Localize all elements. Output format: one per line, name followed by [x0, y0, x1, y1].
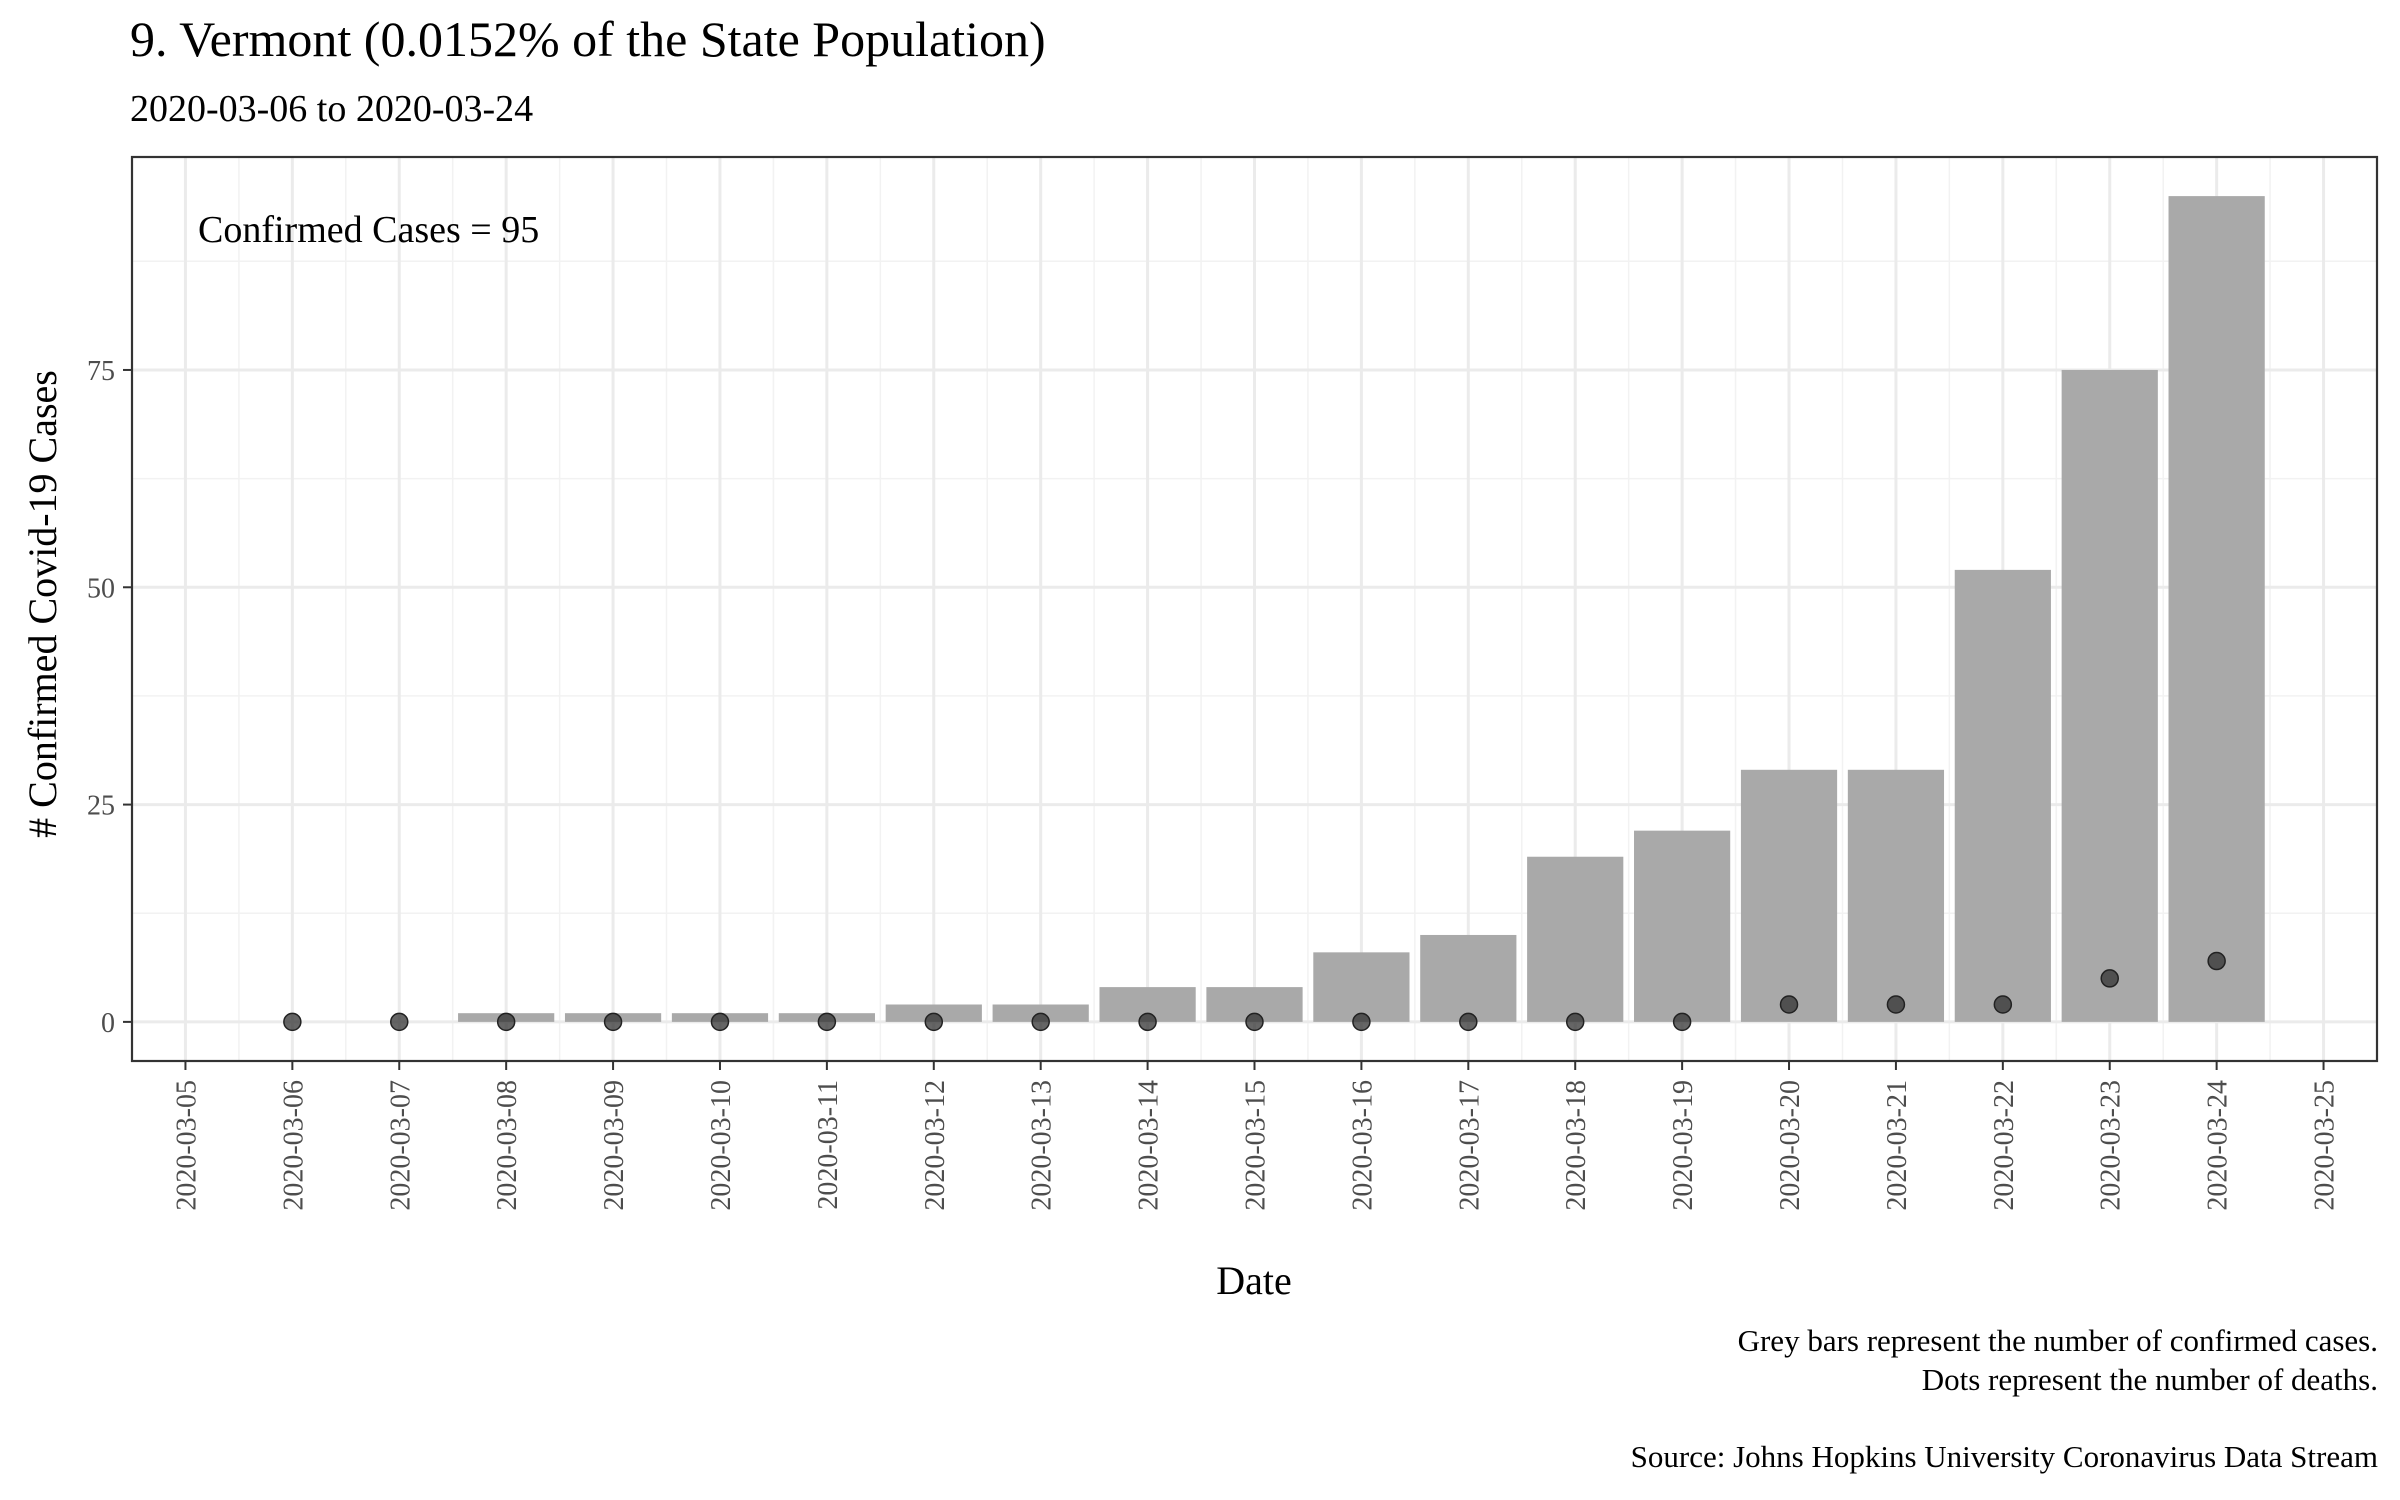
death-point-2020-03-21	[1886, 995, 1906, 1014]
death-point-2020-03-23	[2100, 969, 2119, 988]
death-point-2020-03-09	[603, 1012, 623, 1032]
x-tick-label: 2020-03-24	[2203, 1080, 2234, 1211]
x-tick-label: 2020-03-11	[813, 1080, 844, 1210]
y-tick-label: 25	[87, 791, 115, 822]
y-axis-title: # Confirmed Covid-19 Cases	[20, 370, 65, 838]
death-point-2020-03-11	[817, 1012, 837, 1032]
x-tick-label: 2020-03-12	[920, 1080, 951, 1211]
x-tick-label: 2020-03-21	[1882, 1080, 1913, 1211]
y-tick-label: 0	[101, 1008, 115, 1039]
bar-2020-03-21	[1847, 769, 1945, 1022]
death-point-2020-03-14	[1138, 1012, 1157, 1032]
chart-subtitle: 2020-03-06 to 2020-03-24	[130, 88, 533, 130]
death-point-2020-03-07	[390, 1012, 409, 1032]
death-point-2020-03-13	[1031, 1012, 1050, 1032]
caption-source: Source: Johns Hopkins University Coronav…	[1631, 1439, 2378, 1474]
x-tick-label: 2020-03-22	[1989, 1080, 2020, 1211]
death-point-2020-03-08	[496, 1012, 516, 1032]
bar-2020-03-16	[1313, 952, 1410, 1022]
death-point-2020-03-17	[1459, 1012, 1478, 1032]
death-point-2020-03-24	[2207, 951, 2226, 971]
caption-line-dots: Dots represent the number of deaths.	[1922, 1362, 2378, 1397]
bar-2020-03-18	[1527, 856, 1624, 1022]
confirmed-cases-annotation: Confirmed Cases = 95	[198, 209, 539, 251]
bar-2020-03-19	[1634, 830, 1731, 1022]
x-tick-label: 2020-03-17	[1454, 1080, 1485, 1211]
death-point-2020-03-15	[1245, 1012, 1264, 1032]
x-tick-label: 2020-03-20	[1775, 1080, 1806, 1211]
x-tick-label: 2020-03-08	[492, 1080, 523, 1211]
x-tick-label: 2020-03-25	[2310, 1080, 2341, 1211]
x-tick-label: 2020-03-14	[1134, 1080, 1165, 1211]
bar-2020-03-20	[1740, 769, 1838, 1022]
death-point-2020-03-10	[710, 1012, 730, 1032]
bar-2020-03-23	[2061, 369, 2158, 1022]
chart-title: 9. Vermont (0.0152% of the State Populat…	[130, 11, 1046, 67]
death-point-2020-03-19	[1672, 1012, 1692, 1032]
x-tick-label: 2020-03-05	[171, 1080, 202, 1211]
death-point-2020-03-20	[1779, 995, 1799, 1014]
x-tick-label: 2020-03-16	[1347, 1080, 1378, 1211]
death-point-2020-03-06	[283, 1012, 302, 1032]
plot-panel: 0 25 50 75 2020-03-05 2020-03-06 2020-03-07 202…	[87, 155, 2379, 1211]
death-point-2020-03-22	[1993, 995, 2013, 1014]
x-axis-title: Date	[1216, 1258, 1292, 1303]
x-tick-label: 2020-03-06	[278, 1080, 309, 1211]
bar-2020-03-17	[1420, 934, 1517, 1022]
x-tick-label: 2020-03-10	[706, 1080, 737, 1211]
x-tick-label: 2020-03-18	[1561, 1080, 1592, 1211]
x-tick-label: 2020-03-07	[385, 1080, 416, 1211]
y-tick-label: 75	[87, 356, 115, 387]
death-point-2020-03-16	[1352, 1012, 1371, 1032]
x-tick-label: 2020-03-15	[1241, 1080, 1272, 1211]
x-tick-label: 2020-03-13	[1027, 1080, 1058, 1211]
death-point-2020-03-18	[1565, 1012, 1585, 1032]
x-tick-label: 2020-03-19	[1668, 1080, 1699, 1211]
y-tick-label: 50	[87, 573, 115, 604]
bar-2020-03-22	[1954, 569, 2051, 1022]
death-point-2020-03-12	[924, 1012, 944, 1032]
bar-2020-03-24	[2168, 196, 2265, 1022]
caption-line-bars: Grey bars represent the number of confir…	[1738, 1323, 2378, 1358]
x-tick-label: 2020-03-09	[599, 1080, 630, 1211]
x-tick-label: 2020-03-23	[2096, 1080, 2127, 1211]
